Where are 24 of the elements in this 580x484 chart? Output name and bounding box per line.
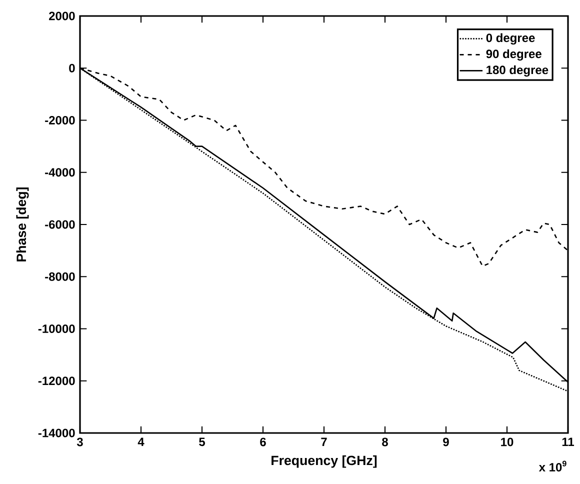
x-tick-label: 4 xyxy=(138,438,144,446)
text: x 10$^{9}$ xyxy=(538,460,566,472)
x-tick-label: 5 xyxy=(199,438,205,446)
y-axis-title: Phase [deg] xyxy=(16,187,29,262)
y-tick-label: -2000 xyxy=(45,116,75,124)
y-tick-label: -12000 xyxy=(38,376,75,386)
y-tick-label: -14000 xyxy=(38,428,75,438)
x-tick-label: 11 xyxy=(562,438,574,446)
x-tick-label: 9 xyxy=(443,438,449,446)
legend-label: 0 degree xyxy=(486,33,535,45)
x-axis-title: Frequency [GHz] xyxy=(272,455,377,468)
x-tick-label: 3 xyxy=(76,438,83,446)
legend-label: 180 degree xyxy=(486,65,548,77)
y-tick-label: -4000 xyxy=(45,168,75,177)
y-tick-label: -10000 xyxy=(38,324,75,333)
y-tick-label: -8000 xyxy=(45,272,75,281)
y-tick-label: 2000 xyxy=(49,12,75,20)
y-tick-label: -6000 xyxy=(45,220,75,229)
legend-label: 90 degree xyxy=(486,49,542,61)
x-tick-label: 7 xyxy=(321,438,327,446)
y-tick-label: 0 xyxy=(69,64,75,72)
x-tick-label: 10 xyxy=(501,438,514,446)
x-tick-label: 6 xyxy=(260,438,266,446)
x-tick-label: 8 xyxy=(382,438,388,446)
